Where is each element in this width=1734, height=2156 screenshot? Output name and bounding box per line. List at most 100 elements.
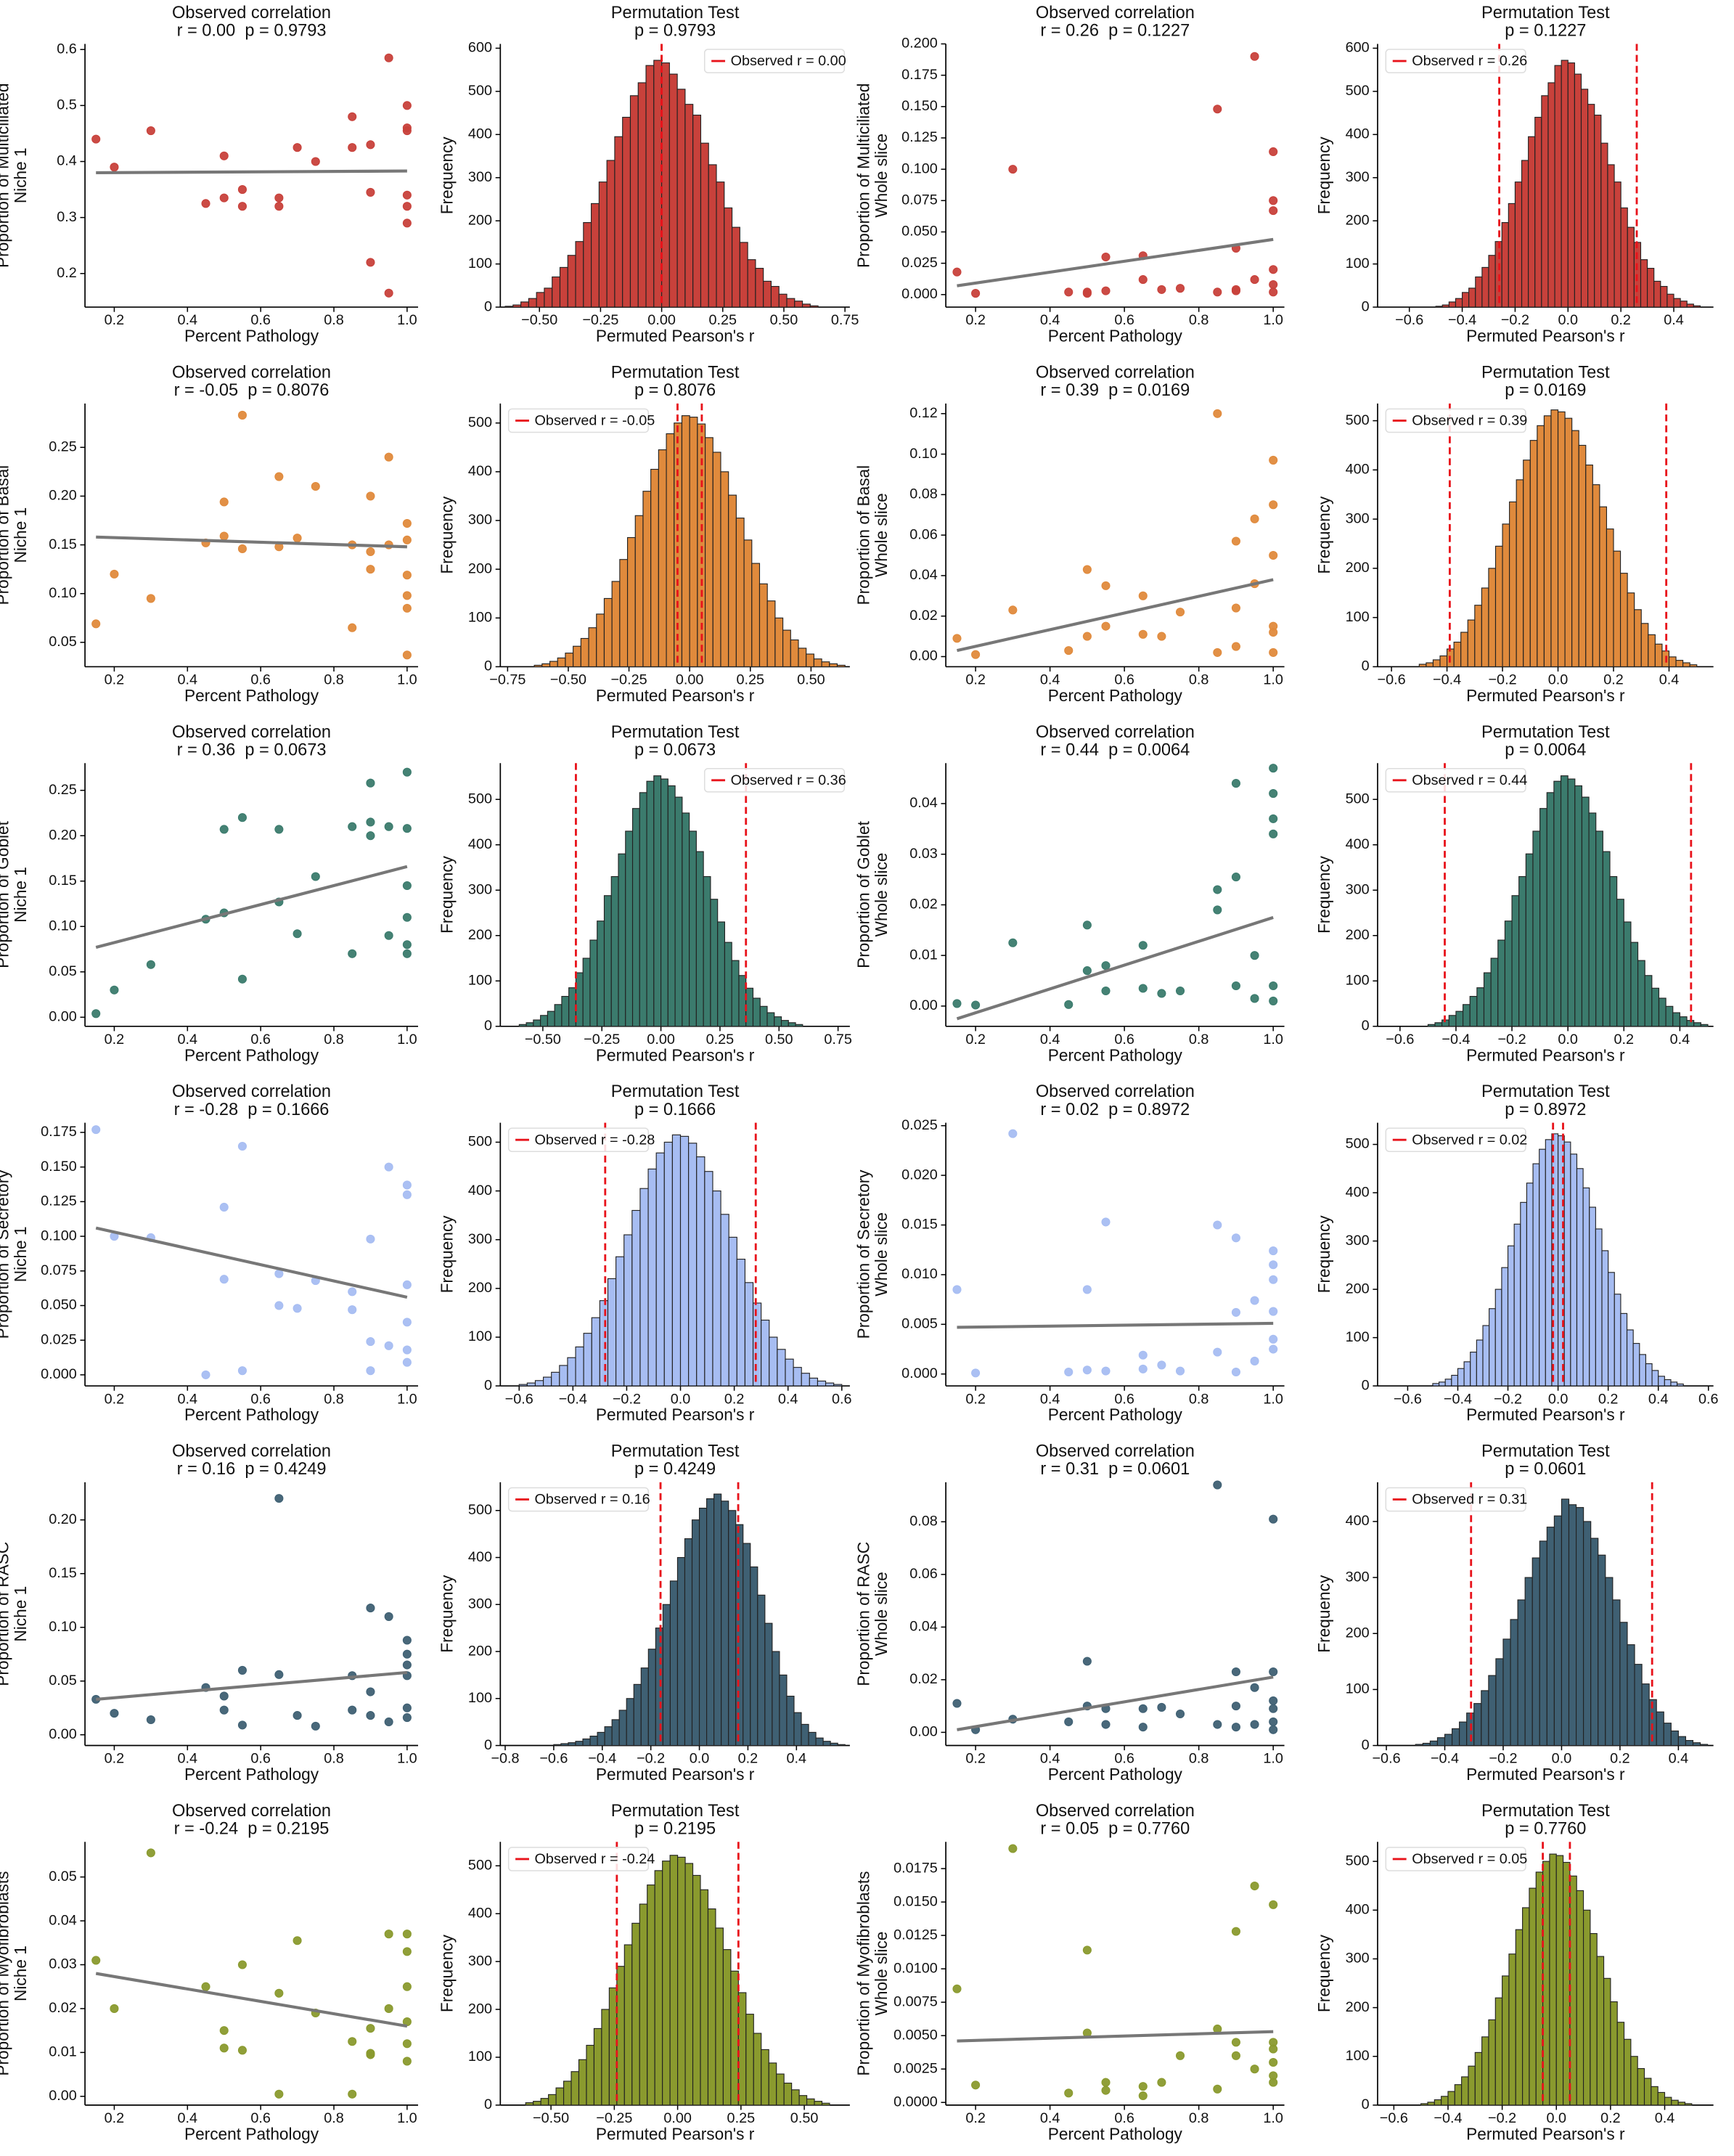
x-tick-label: −0.25 <box>610 672 647 688</box>
scatter-point <box>1231 286 1240 295</box>
scatter-point <box>402 881 412 891</box>
y-tick-label: 0.12 <box>909 405 938 421</box>
x-tick-label: 0.4 <box>178 1751 198 1767</box>
histogram-bar <box>1567 778 1576 1027</box>
y-axis-label: Proportion of Basal <box>0 465 12 605</box>
histogram-bar <box>575 241 584 308</box>
histogram-bar <box>662 1604 671 1747</box>
scatter-point <box>384 1341 393 1350</box>
x-tick-label: −0.6 <box>1378 672 1406 688</box>
histogram-bar <box>1594 114 1602 308</box>
histogram-bar <box>1576 1507 1584 1747</box>
x-tick-label: 1.0 <box>397 2110 417 2126</box>
x-tick-label: 0.25 <box>727 2110 756 2126</box>
chart-subtitle: r = 0.05 p = 0.7760 <box>1040 1820 1190 1839</box>
y-tick-label: 300 <box>468 512 492 528</box>
x-tick-label: −0.4 <box>1441 1032 1470 1048</box>
histogram-bar <box>568 987 577 1027</box>
scatter-point <box>1213 1720 1222 1729</box>
chart-subtitle: r = -0.24 p = 0.2195 <box>174 1820 330 1839</box>
histogram-bar <box>1602 851 1611 1027</box>
histogram-bar <box>735 518 745 668</box>
histogram-bar <box>1524 1577 1533 1747</box>
histogram-bar <box>724 942 732 1027</box>
histogram-bar <box>1468 2065 1476 2106</box>
regression-line <box>957 2030 1274 2043</box>
histogram-bar <box>1627 226 1635 308</box>
x-tick-label: 0.50 <box>765 1032 793 1048</box>
y-tick-label: 0.00 <box>49 2088 77 2104</box>
scatter-point <box>366 547 375 557</box>
histogram-bar <box>1528 136 1536 308</box>
x-tick-label: 0.6 <box>250 1032 271 1048</box>
x-tick-label: −0.2 <box>1488 2110 1516 2126</box>
scatter-point <box>1269 648 1278 657</box>
histogram-bar <box>730 1970 739 2106</box>
histogram-bar <box>1481 266 1489 308</box>
y-tick-label: 0.000 <box>901 286 938 302</box>
scatter-point <box>1269 1696 1278 1705</box>
scatter-point <box>219 1202 229 1212</box>
histogram-bar <box>1616 2022 1625 2106</box>
histogram-bar <box>606 160 616 308</box>
histogram-bar <box>650 468 659 668</box>
legend-box <box>703 49 846 73</box>
histogram-bar <box>689 417 698 668</box>
y-tick-label: 0.0150 <box>893 1893 938 1909</box>
histogram-bar <box>583 1333 592 1387</box>
histogram-bar <box>588 627 597 668</box>
histogram-bar <box>553 1744 562 1747</box>
y-tick-label: 0.6 <box>57 41 77 57</box>
histogram-bar <box>757 1594 766 1747</box>
x-tick-label: 0.8 <box>1189 1391 1209 1407</box>
histogram-bar <box>608 1987 618 2106</box>
histogram-bar <box>717 921 726 1027</box>
histogram-bar <box>712 452 721 668</box>
x-tick-label: 0.2 <box>1610 1751 1630 1767</box>
histogram-bar <box>1656 1711 1664 1747</box>
histogram-bar <box>653 60 663 308</box>
y-tick-label: 100 <box>1346 2048 1370 2064</box>
scatter-point <box>1250 951 1259 960</box>
x-tick-label: 0.00 <box>676 672 704 688</box>
scatter-point <box>1213 1480 1222 1490</box>
scatter-point <box>1269 206 1278 216</box>
histogram-bar <box>676 1556 686 1747</box>
histogram-bar <box>1653 280 1661 308</box>
scatter-point <box>1269 764 1278 773</box>
x-tick-label: −0.50 <box>521 312 557 328</box>
histogram-bar <box>1583 1521 1592 1747</box>
histogram-bar <box>1547 82 1555 308</box>
scatter-point <box>1269 1900 1278 1909</box>
histogram-bar <box>504 306 514 308</box>
y-tick-label: 500 <box>468 1134 492 1150</box>
histogram-bar <box>1494 1289 1502 1387</box>
chart-title: Observed correlation <box>172 1082 331 1101</box>
y-axis-label: Frequency <box>438 1575 457 1653</box>
histogram-bar <box>1608 1272 1615 1387</box>
histogram-bar <box>1473 1703 1482 1747</box>
scatter-point <box>1101 986 1111 996</box>
histogram-bar <box>1582 1187 1590 1387</box>
x-tick-label: −0.50 <box>533 2110 569 2126</box>
histogram-bar <box>580 637 589 668</box>
histogram-bar <box>1525 853 1534 1027</box>
histogram-bar <box>1637 960 1645 1027</box>
histogram-bar <box>646 780 655 1027</box>
chart-title: Observed correlation <box>172 1442 331 1461</box>
x-axis-label: Permuted Pearson's r <box>1466 2124 1625 2143</box>
histogram-bar <box>1660 285 1668 308</box>
scatter-point <box>402 1982 412 1991</box>
histogram-bar <box>1685 1740 1694 1747</box>
histogram-bar <box>662 1861 671 2106</box>
histogram-bar <box>1554 65 1562 308</box>
histogram-bar <box>634 515 644 668</box>
histogram-bar <box>589 1736 598 1747</box>
y-tick-label: 0.00 <box>909 648 938 664</box>
x-tick-label: −0.25 <box>596 2110 632 2126</box>
histogram-bar <box>555 2087 565 2106</box>
histogram-bar <box>1537 425 1545 668</box>
scatter-point <box>402 767 412 777</box>
legend-box <box>507 1127 650 1152</box>
histogram-bar <box>786 298 796 308</box>
